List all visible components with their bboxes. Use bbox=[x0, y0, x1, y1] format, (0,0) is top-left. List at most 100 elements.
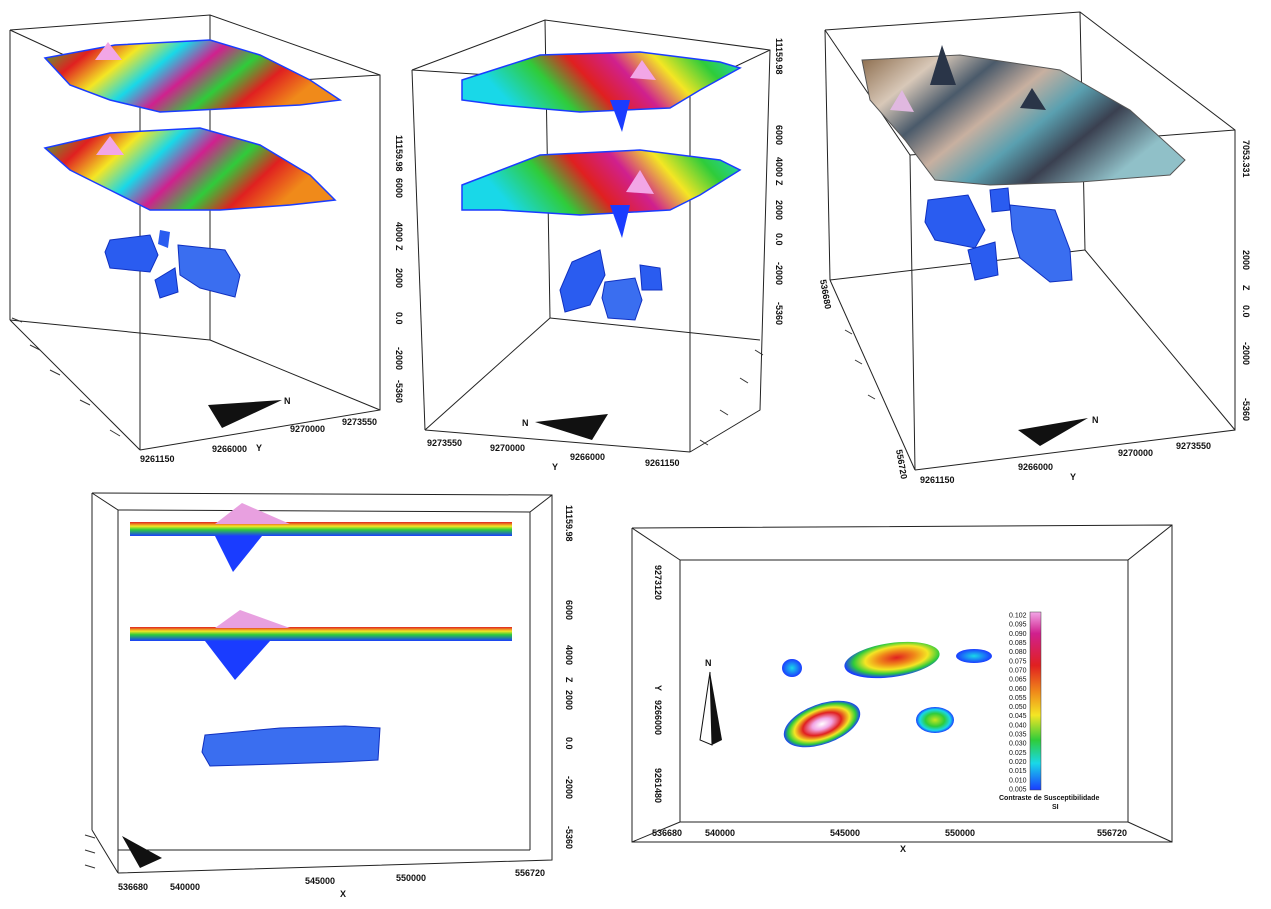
panel-4-z-tick: 2000 bbox=[564, 690, 574, 710]
panel-2-x-axis-ticks bbox=[699, 349, 764, 446]
panel-1-susceptibility-body bbox=[158, 230, 170, 248]
panel-5-colorbar-tick: 0.060 bbox=[1009, 686, 1027, 693]
panel-5-box-edge bbox=[1127, 821, 1173, 843]
panel-2-upper-dip bbox=[610, 100, 630, 132]
panel-2-z-tick: 4000 bbox=[774, 157, 784, 177]
panel-3-z-tick: -2000 bbox=[1241, 342, 1251, 365]
panel-4-upper-slice bbox=[130, 522, 512, 536]
panel-1-box-edge bbox=[9, 319, 211, 341]
panel-3-susceptibility-body bbox=[1009, 204, 1073, 283]
panel-4-upper-peak bbox=[215, 503, 290, 524]
panel-4-box-edge bbox=[529, 494, 553, 513]
panel-1-z-tick: 2000 bbox=[394, 268, 404, 288]
panel-1-y-tick: 9273550 bbox=[342, 417, 377, 427]
panel-4-lower-peak bbox=[215, 610, 290, 628]
panel-5-colorbar-tick: 0.020 bbox=[1009, 759, 1027, 766]
panel-5-colorbar-tick: 0.102 bbox=[1009, 613, 1027, 620]
panel-3-box-edge bbox=[829, 279, 916, 471]
panel-2-y-tick: 9273550 bbox=[427, 438, 462, 448]
panel-2-upper-peak bbox=[630, 60, 656, 80]
panel-3-box-edge bbox=[1084, 249, 1236, 431]
panel-5-x-tick: 556720 bbox=[1097, 828, 1127, 838]
panel-1-lower-surface bbox=[43, 127, 337, 211]
panel-1-z-tick: 4000 bbox=[394, 222, 404, 242]
panel-1-y-label: Y bbox=[256, 443, 262, 453]
panel-2-z-tick: -5360 bbox=[774, 302, 784, 325]
panel-1: N 9261150 9266000 9270000 9273550 Y 1115… bbox=[9, 14, 404, 464]
panel-5-colorbar-tick: 0.015 bbox=[1009, 768, 1027, 775]
panel-1-z-tick: 0.0 bbox=[394, 312, 404, 325]
panel-4-x-tick: 550000 bbox=[396, 873, 426, 883]
panel-4-x-label: X bbox=[340, 889, 346, 899]
panel-2-north-label: N bbox=[522, 418, 529, 428]
panel-1-susceptibility-body bbox=[154, 267, 179, 299]
panel-2-y-tick: 9270000 bbox=[490, 443, 525, 453]
panel-3-x-tick: 536680 bbox=[818, 279, 833, 310]
panel-3-north-arrow: N bbox=[1018, 415, 1099, 446]
panel-4-lower-trough bbox=[205, 641, 270, 680]
panel-5-y-tick: 9273120 bbox=[653, 565, 663, 600]
panel-5-north-arrow: N bbox=[699, 658, 722, 746]
panel-1-upper-peak bbox=[95, 42, 122, 60]
panel-5-colorbar-tick: 0.085 bbox=[1009, 640, 1027, 647]
panel-1-z-tick: -2000 bbox=[394, 347, 404, 370]
panel-1-susceptibility-body bbox=[104, 234, 159, 273]
panel-4-z-tick: 6000 bbox=[564, 600, 574, 620]
panel-5-anomaly bbox=[844, 641, 940, 679]
panel-5-colorbar-tick: 0.050 bbox=[1009, 704, 1027, 711]
panel-3-x-axis-ticks bbox=[844, 329, 876, 400]
panel-2-z-label: Z bbox=[774, 180, 784, 186]
panel-5-colorbar-tick: 0.045 bbox=[1009, 713, 1027, 720]
panel-3-box-edge bbox=[824, 29, 911, 156]
panel-5-colorbar-tick: 0.075 bbox=[1009, 658, 1027, 665]
panel-5-colorbar-title: Contraste de Susceptibilidade bbox=[999, 795, 1099, 802]
panel-2-box-edge bbox=[549, 317, 761, 341]
panel-4-x-tick: 536680 bbox=[118, 882, 148, 892]
panel-5-colorbar-tick: 0.080 bbox=[1009, 649, 1027, 656]
panel-5-box-edge bbox=[631, 527, 681, 561]
panel-3-box-edge bbox=[909, 154, 916, 471]
panel-3-z-tick: 0.0 bbox=[1241, 305, 1251, 318]
panel-2-lower-surface bbox=[461, 149, 742, 216]
panel-4-z-tick: 4000 bbox=[564, 645, 574, 665]
panel-5-anomaly bbox=[783, 700, 861, 748]
panel-3-susceptibility-body bbox=[967, 241, 999, 281]
panel-3-peak bbox=[930, 45, 956, 85]
panel-2-box-edge bbox=[424, 429, 691, 453]
panel-2-susceptibility-body bbox=[559, 249, 606, 313]
panel-1-x-axis-ticks bbox=[11, 317, 121, 437]
panel-2-y-tick: 9261150 bbox=[645, 458, 680, 468]
panel-4-upper-trough bbox=[215, 536, 262, 572]
panel-3-y-tick: 9266000 bbox=[1018, 462, 1053, 472]
panel-2-box-edge bbox=[424, 317, 551, 431]
panel-5-colorbar-tick: 0.070 bbox=[1009, 667, 1027, 674]
panel-4-x-tick: 545000 bbox=[305, 876, 335, 886]
panel-5-y-tick: 9261480 bbox=[653, 768, 663, 803]
panel-2-z-tick: 11159.98 bbox=[774, 38, 784, 75]
panel-2-susceptibility-body bbox=[601, 277, 643, 321]
panel-3-y-label: Y bbox=[1070, 472, 1076, 482]
panel-5-x-tick: 540000 bbox=[705, 828, 735, 838]
panel-5-box-edge bbox=[1127, 524, 1173, 561]
panel-4-box-edge bbox=[91, 492, 119, 511]
panel-1-z-tick: 11159.98 bbox=[394, 135, 404, 172]
panel-5-colorbar-tick: 0.010 bbox=[1009, 777, 1027, 784]
panel-1-upper-surface bbox=[43, 39, 343, 113]
panel-5-box-edge bbox=[631, 821, 681, 843]
panel-3-peak bbox=[890, 90, 914, 112]
panel-4: 536680 540000 545000 550000 556720 X 111… bbox=[84, 492, 574, 899]
panel-5-anomaly bbox=[916, 707, 954, 733]
panel-4-lower-slice bbox=[130, 627, 512, 641]
panel-1-box-edge bbox=[9, 319, 141, 451]
panel-2-z-tick: 0.0 bbox=[774, 233, 784, 246]
panel-3-north-label: N bbox=[1092, 415, 1099, 425]
panel-4-susceptibility-body bbox=[201, 725, 381, 767]
panel-3-z-tick: 7053.331 bbox=[1241, 140, 1251, 178]
panel-2-upper-surface bbox=[461, 51, 742, 113]
panel-4-x-tick: 540000 bbox=[170, 882, 200, 892]
panel-1-z-tick: -5360 bbox=[394, 380, 404, 403]
panel-5-colorbar-tick: 0.025 bbox=[1009, 750, 1027, 757]
panel-4-box-edge bbox=[91, 829, 119, 874]
panel-5-colorbar-tick: 0.095 bbox=[1009, 622, 1027, 629]
